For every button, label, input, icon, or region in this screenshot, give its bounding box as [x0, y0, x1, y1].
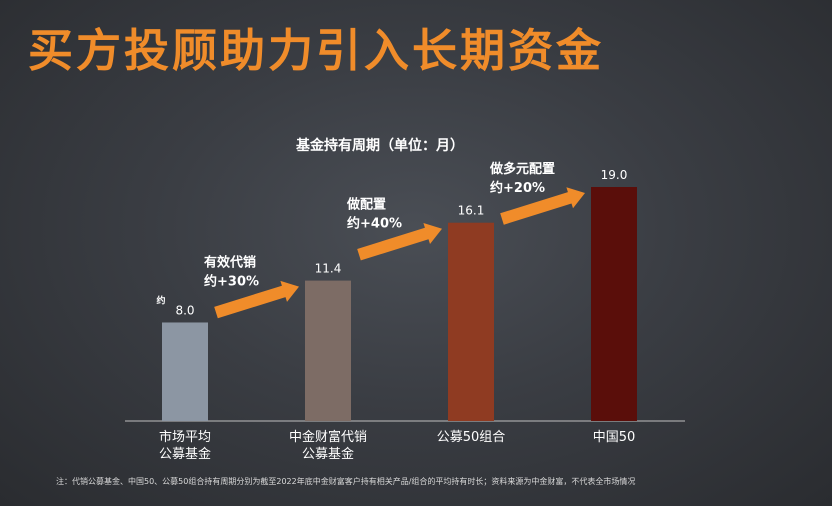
tick-label-2: 中金财富代销 [289, 429, 367, 445]
annotation-text-2: 做配置 [346, 197, 386, 213]
annotation-text-1: 有效代销 [204, 255, 256, 271]
tick-label-3: 公募50组合 [437, 430, 506, 445]
page-title: 买方投顾助力引入长期资金 [28, 24, 605, 77]
data-label-3: 16.1 [458, 204, 485, 218]
tick-label-1: 市场平均 [159, 429, 211, 445]
bar-2 [305, 280, 351, 421]
bar-1 [162, 322, 208, 421]
data-label-2: 11.4 [315, 262, 342, 276]
data-label-prefix-1: 约 [156, 294, 165, 306]
tick-label-2: 公募基金 [302, 446, 354, 462]
growth-arrow-3 [500, 187, 585, 225]
annotation-text-2: 约+40% [347, 216, 402, 232]
growth-arrow-1 [214, 280, 299, 319]
annotation-text-3: 做多元配置 [489, 161, 555, 177]
data-label-4: 19.0 [601, 168, 628, 182]
annotation-text-1: 约+30% [204, 274, 259, 290]
growth-arrow-2 [357, 223, 442, 261]
chart-title: 基金持有周期（单位：月） [296, 137, 464, 154]
data-label-1: 8.0 [175, 303, 194, 317]
annotation-text-3: 约+20% [490, 180, 545, 196]
bar-3 [448, 222, 494, 421]
footnote: 注：代销公募基金、中国50、公募50组合持有周期分别为截至2022年底中金财富客… [56, 477, 636, 486]
tick-label-4: 中国50 [593, 430, 636, 445]
bar-4 [591, 187, 637, 421]
tick-label-1: 公募基金 [159, 446, 211, 462]
